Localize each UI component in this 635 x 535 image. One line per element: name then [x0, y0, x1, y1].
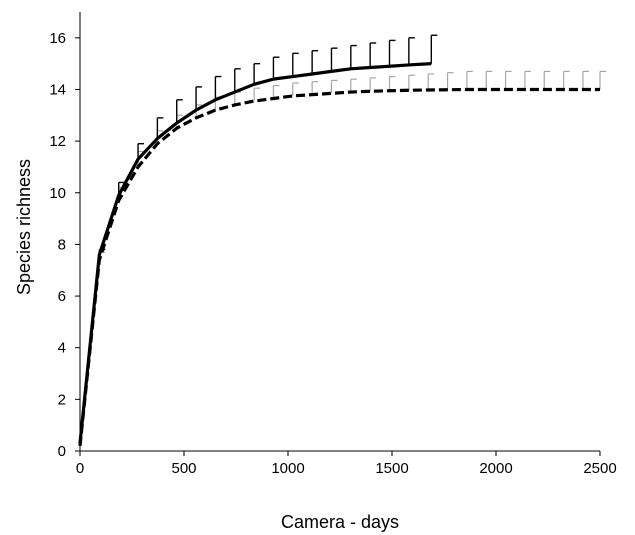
- x-axis-label: Camera - days: [281, 512, 399, 532]
- y-tick-label: 10: [49, 185, 66, 202]
- y-tick-label: 4: [58, 340, 66, 357]
- error-bars-group: [98, 34, 606, 260]
- y-tick-label: 0: [58, 443, 66, 460]
- dashed-series-line: [78, 87, 600, 447]
- x-tick-label: 0: [76, 460, 84, 477]
- solid-series-line: [78, 62, 432, 444]
- x-tick-label: 500: [171, 460, 196, 477]
- y-tick-label: 2: [58, 391, 66, 408]
- series-lines-group: [78, 62, 600, 447]
- axes-group: [79, 12, 600, 452]
- y-tick-label: 16: [49, 30, 66, 47]
- y-ticks-group: 0 2 4 6 8 10 12 14 16: [49, 30, 80, 460]
- y-tick-label: 12: [49, 133, 66, 150]
- y-axis-label: Species richness: [14, 159, 34, 295]
- x-tick-label: 1000: [271, 460, 304, 477]
- y-tick-label: 14: [49, 81, 66, 98]
- x-tick-label: 2000: [479, 460, 512, 477]
- x-ticks-group: 0 500 1000 1500 2000 2500: [76, 451, 617, 477]
- y-tick-label: 6: [58, 288, 66, 305]
- x-tick-label: 2500: [583, 460, 616, 477]
- y-tick-label: 8: [58, 236, 66, 253]
- x-tick-label: 1500: [375, 460, 408, 477]
